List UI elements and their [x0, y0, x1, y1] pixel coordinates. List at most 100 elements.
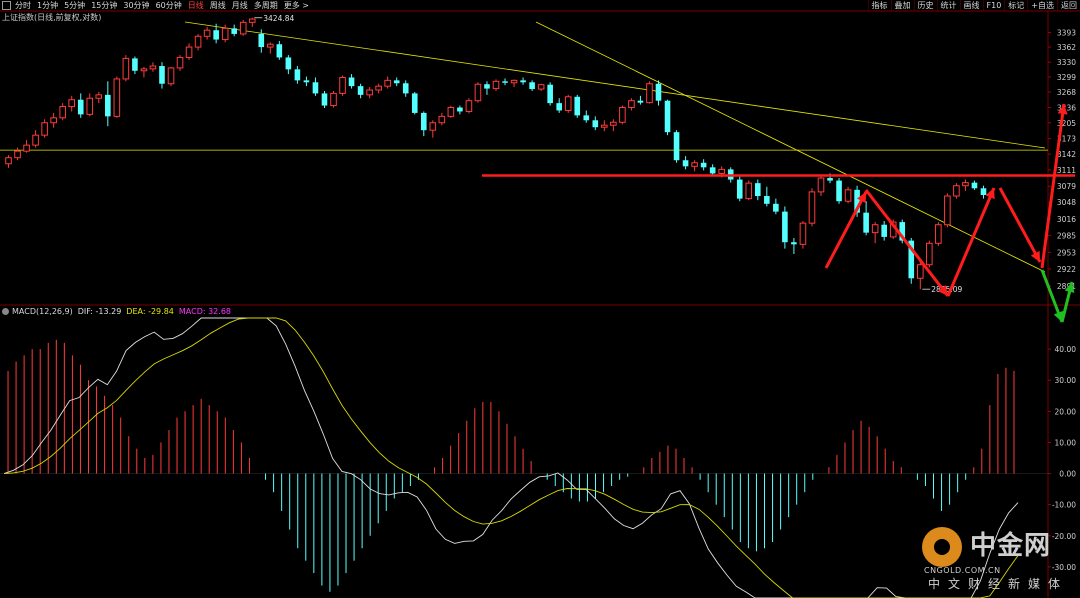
red-arrow-4: [998, 187, 1042, 263]
tab-period-multi[interactable]: 多周期: [253, 1, 278, 10]
tab-period-3[interactable]: 5分钟: [64, 1, 86, 10]
red-arrow-5-head: [1057, 104, 1068, 115]
price-tick-label: 3299: [1057, 73, 1076, 82]
indicator-button[interactable]: 指标: [867, 0, 891, 11]
macd-settings-icon[interactable]: [2, 308, 9, 315]
candle-body: [537, 84, 545, 90]
tab-period-2[interactable]: 1分钟: [37, 1, 59, 10]
candle-body: [5, 157, 12, 165]
candle-body: [438, 115, 446, 124]
candle-body: [185, 46, 193, 58]
price-tick-label: 2922: [1057, 265, 1076, 274]
trend-line-2: [535, 21, 1046, 273]
candle-body: [32, 134, 39, 146]
candle-body: [285, 57, 292, 70]
tab-period-1[interactable]: 分时: [15, 1, 31, 10]
red-arrow-2: [864, 189, 950, 297]
high-label: 3424.84: [263, 14, 294, 23]
candle-body: [59, 106, 66, 119]
green-arrow-2-head: [1064, 282, 1075, 293]
candle-body: [312, 82, 319, 94]
price-tick-label: 3111: [1057, 166, 1076, 175]
candle-body: [962, 182, 969, 187]
candle-body: [682, 160, 689, 167]
candle-body: [402, 83, 409, 94]
macd-hist-value: MACD: 32.68: [178, 307, 231, 316]
macd-tick-label: -20.00: [1052, 532, 1076, 541]
candle-body: [854, 189, 860, 213]
candle-body: [709, 167, 716, 174]
price-tick-label: 3236: [1057, 104, 1076, 113]
history-button[interactable]: 历史: [913, 0, 937, 11]
candle-body: [95, 94, 103, 99]
red-arrow-5: [1040, 103, 1066, 269]
candle-body: [646, 83, 653, 104]
candle-body: [203, 29, 211, 37]
macd-name: MACD(12,26,9): [12, 307, 73, 316]
tab-period-4[interactable]: 15分钟: [91, 1, 118, 10]
red-arrow-3: [946, 187, 996, 297]
macd-tick-label: 20.00: [1055, 407, 1077, 416]
candle-body: [231, 28, 238, 34]
overlay-button[interactable]: 叠加: [890, 0, 914, 11]
stats-button[interactable]: 统计: [936, 0, 960, 11]
cngold-logo-icon: [922, 527, 962, 567]
candle-body: [465, 100, 473, 112]
price-tick-label: 3362: [1057, 43, 1076, 52]
tab-period-more[interactable]: 更多 >: [283, 1, 309, 10]
candle-body: [474, 83, 482, 102]
candle-body: [357, 86, 364, 95]
candle-body: [68, 99, 76, 108]
candle-body: [745, 182, 753, 200]
price-tick-label: 3393: [1057, 29, 1076, 38]
f10-button[interactable]: F10: [982, 0, 1005, 11]
candle-body: [213, 30, 219, 40]
candle-body: [50, 117, 57, 124]
candle-body: [764, 196, 770, 204]
candle-body: [276, 44, 283, 58]
tab-period-monthly[interactable]: 月线: [231, 1, 248, 10]
candle-body: [799, 222, 807, 245]
candle-body: [592, 120, 599, 128]
candle-body: [303, 80, 310, 83]
candle-body: [817, 177, 825, 193]
price-tick-label: 2891: [1057, 282, 1076, 291]
candle-body: [14, 150, 21, 159]
macd-tick-label: 10.00: [1055, 438, 1077, 447]
candle-body: [529, 82, 535, 90]
candle-body: [294, 69, 301, 81]
tab-period-5[interactable]: 30分钟: [123, 1, 150, 10]
candle-body: [791, 242, 797, 245]
candle-body: [159, 66, 165, 84]
period-tabs: 分时 1分钟 5分钟 15分钟 30分钟 60分钟 日线 周线 月线 多周期 更…: [0, 0, 315, 11]
candle-body: [782, 211, 788, 243]
tab-period-daily[interactable]: 日线: [187, 1, 204, 10]
tab-period-weekly[interactable]: 周线: [209, 1, 226, 10]
back-button[interactable]: 返回: [1057, 0, 1080, 11]
macd-tick-label: -10.00: [1052, 501, 1076, 510]
low-label: 2885.09: [931, 285, 962, 294]
draw-button[interactable]: 画线: [959, 0, 983, 11]
candle-body: [691, 162, 698, 167]
tab-period-6[interactable]: 60分钟: [155, 1, 182, 10]
red-arrow-2-head: [937, 285, 948, 296]
candle-body: [637, 100, 644, 103]
candle-body: [510, 79, 518, 84]
candle-body: [718, 168, 725, 174]
add-watchlist-button[interactable]: +自选: [1027, 0, 1057, 11]
macd-dif-line: [3, 317, 1019, 598]
candle-body: [547, 84, 553, 104]
candle-body: [132, 58, 138, 71]
candle-body: [149, 65, 157, 70]
candle-body: [935, 224, 942, 244]
mark-button[interactable]: 标记: [1004, 0, 1027, 11]
watermark-tagline: 中文财经新媒体: [928, 577, 1069, 591]
price-tick-label: 3330: [1057, 58, 1076, 67]
candle-body: [971, 182, 978, 189]
candle-body: [863, 212, 869, 233]
candle-body: [113, 78, 121, 117]
window-square-icon[interactable]: [2, 1, 11, 10]
candle-body: [366, 89, 373, 96]
price-tick-label: 3016: [1057, 215, 1076, 224]
